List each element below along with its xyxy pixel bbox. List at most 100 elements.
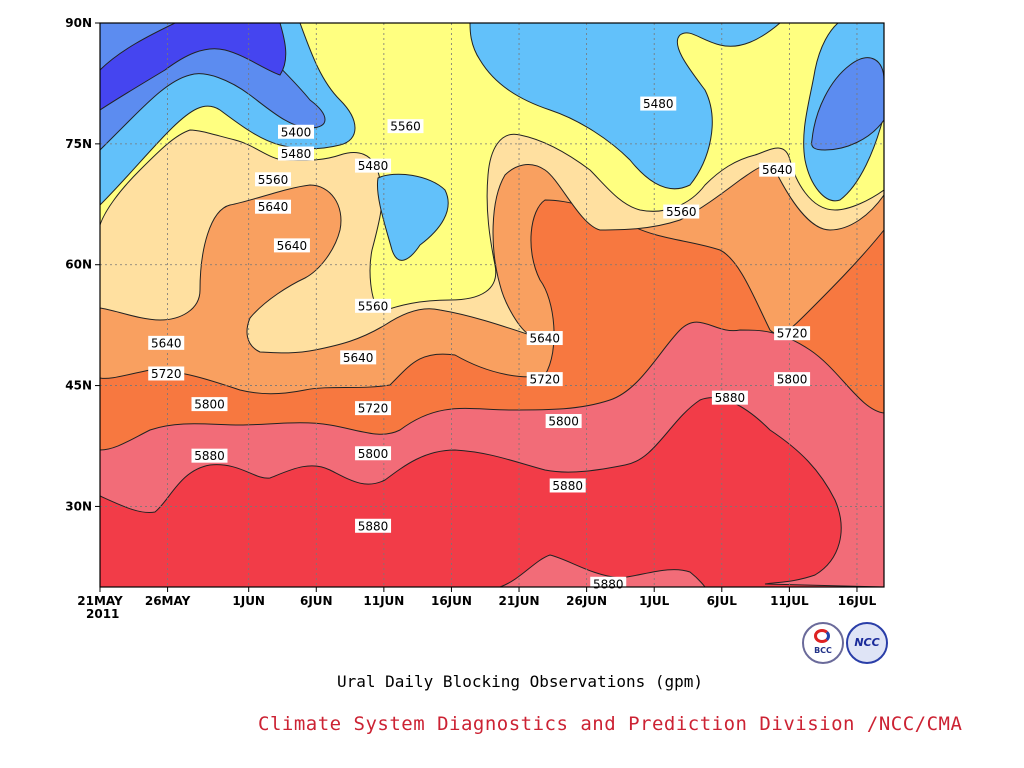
band-above-5880 (100, 397, 884, 587)
y-tick-label: 60N (65, 258, 92, 272)
contour-label: 5640 (273, 238, 310, 253)
contour-label-bg (759, 162, 796, 177)
band-5400-5480-c (376, 173, 449, 261)
x-axis-year-label: 2011 (86, 607, 119, 621)
contour-label-text: 5720 (529, 373, 560, 387)
contour-label-bg (255, 172, 292, 187)
contour-label-bg (526, 372, 563, 387)
contour-label-bg (774, 372, 811, 387)
contour-label-text: 5640 (151, 336, 182, 350)
contour-label-text: 5720 (358, 402, 389, 416)
contour-label-bg (148, 366, 185, 381)
contour-label-bg (355, 401, 392, 416)
contour-label-bg (273, 238, 310, 253)
contour-label-text: 5640 (343, 351, 374, 365)
contour-label-text: 5720 (151, 367, 182, 381)
y-tick-label: 45N (65, 379, 92, 393)
contour-label-text: 5800 (548, 415, 579, 429)
x-tick-label: 21MAY (77, 594, 123, 608)
contour-label: 5800 (774, 372, 811, 387)
band-below-5320 (100, 23, 287, 111)
x-tick-label: 26MAY (145, 594, 191, 608)
contour-label: 5800 (191, 397, 228, 412)
bcc-swirl-icon (814, 629, 830, 643)
contour-label: 5640 (148, 335, 185, 350)
contour-label-text: 5880 (194, 449, 225, 463)
contour-label-bg (191, 448, 228, 463)
contour-label: 5720 (148, 366, 185, 381)
plot-frame (99, 22, 885, 588)
x-tick-label: 11JUL (770, 594, 809, 608)
contour-label-text: 5640 (762, 163, 793, 177)
bcc-logo: BCC (802, 622, 844, 664)
contour-fill (100, 23, 884, 587)
contour-label-text: 5560 (666, 205, 697, 219)
contour-label: 5640 (759, 162, 796, 177)
contour-label: 5640 (340, 350, 377, 365)
contour-label-text: 5880 (593, 577, 624, 591)
x-tick-label: 1JUN (232, 594, 265, 608)
chart-credit: Climate System Diagnostics and Predictio… (258, 713, 963, 735)
contour-label-text: 5800 (194, 398, 225, 412)
y-tick-label: 75N (65, 137, 92, 151)
contour-label-bg (148, 335, 185, 350)
contour-label-text: 5480 (358, 159, 389, 173)
contour-label-bg (387, 119, 424, 134)
chart-title: Ural Daily Blocking Observations (gpm) (336, 672, 704, 691)
contour-label-bg (355, 518, 392, 533)
x-tick-label: 1JUL (639, 594, 670, 608)
contour-label-text: 5560 (258, 173, 289, 187)
x-tick-label: 21JUN (499, 594, 540, 608)
contour-label-bg (191, 397, 228, 412)
contour-label-text: 5880 (358, 519, 389, 533)
band-5320-5400-b (811, 57, 884, 151)
contour-label-text: 5640 (258, 200, 289, 214)
contour-label: 5880 (711, 390, 748, 405)
contour-label-text: 5800 (777, 373, 808, 387)
x-tick-label: 16JUL (838, 594, 877, 608)
x-tick-label: 6JUL (707, 594, 738, 608)
contour-label-text: 5800 (358, 447, 389, 461)
grid (100, 23, 884, 587)
contour-label: 5400 (278, 124, 314, 139)
x-tick-label: 11JUN (363, 594, 404, 608)
contour-label: 5560 (387, 119, 424, 134)
contour-label: 5880 (590, 576, 627, 591)
contour-label-text: 5880 (552, 479, 583, 493)
contour-label-bg (526, 331, 563, 346)
band-5400-5480-b (469, 23, 781, 190)
contour-label-text: 5640 (529, 332, 560, 346)
contour-label: 5720 (355, 401, 392, 416)
contour-label-bg (640, 96, 677, 111)
contour-label: 5880 (549, 478, 586, 493)
contour-label: 5640 (526, 331, 563, 346)
contour-label: 5480 (640, 96, 677, 111)
contour-label-text: 5560 (390, 120, 421, 134)
contour-label-bg (355, 446, 392, 461)
contour-label-text: 5400 (281, 125, 312, 139)
contour-label: 5720 (774, 326, 811, 341)
contour-label: 5560 (355, 298, 392, 313)
contour-label-text: 5720 (777, 327, 808, 341)
contour-label: 5880 (355, 518, 392, 533)
contour-label-bg (711, 390, 748, 405)
contour-label: 5720 (526, 372, 563, 387)
contour-label: 5880 (191, 448, 228, 463)
y-axis: 30N 45N 60N 75N 90N (65, 16, 100, 513)
contour-label-text: 5480 (643, 97, 674, 111)
contour-label-text: 5480 (281, 147, 312, 161)
contour-label-bg (545, 414, 582, 429)
contour-label-bg (774, 326, 811, 341)
contour-label: 5800 (545, 414, 582, 429)
contour-label-bg (355, 158, 392, 173)
contour-label-bg (278, 146, 314, 161)
contour-label-bg (663, 204, 700, 219)
contour-labels: 5400 5480 5560 5640 5640 5560 5480 5560 5640 5640… (148, 96, 811, 591)
contour-label: 5560 (663, 204, 700, 219)
contour-label-bg (278, 124, 314, 139)
contour-label-bg (255, 199, 292, 214)
contour-label: 5800 (355, 446, 392, 461)
x-axis: 21MAY 26MAY 1JUN 6JUN 11JUN 16JUN 21JUN 26JUN 1J… (77, 587, 877, 608)
contour-label-bg (340, 350, 377, 365)
contour-label: 5480 (355, 158, 392, 173)
